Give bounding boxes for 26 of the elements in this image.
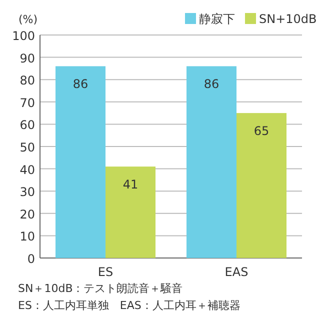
y-tick-label: 80 [20, 74, 35, 88]
data-label: 86 [72, 77, 88, 92]
bar [106, 166, 156, 258]
y-tick-label: 100 [12, 29, 35, 43]
y-tick-label: 20 [20, 207, 35, 222]
y-tick-label: 60 [20, 118, 35, 132]
x-tick-label: EAS [224, 265, 248, 279]
y-tick-label: 90 [20, 51, 35, 66]
y-tick-label: 10 [20, 230, 35, 244]
legend-label: 静寂下 [199, 12, 235, 26]
y-tick-label: 50 [20, 140, 35, 154]
text: SN＋10dB：テスト朗読音＋騒音 [18, 282, 183, 295]
x-tick-label: ES [98, 265, 114, 279]
bar [236, 113, 286, 258]
y-axis-title: (%) [18, 13, 38, 26]
y-tick-label: 30 [20, 185, 35, 200]
data-label: 41 [122, 178, 138, 192]
bar [186, 66, 236, 258]
data-label: 65 [254, 124, 270, 138]
legend-label: SN+10dB [259, 12, 317, 26]
bar [56, 66, 106, 258]
y-tick-label: 0 [27, 252, 35, 266]
text: ES：人工内耳単独 EAS：人工内耳＋補聴器 [18, 299, 240, 312]
y-tick-label: 40 [20, 162, 35, 177]
data-label: 86 [204, 77, 220, 92]
y-tick-label: 70 [20, 96, 35, 110]
